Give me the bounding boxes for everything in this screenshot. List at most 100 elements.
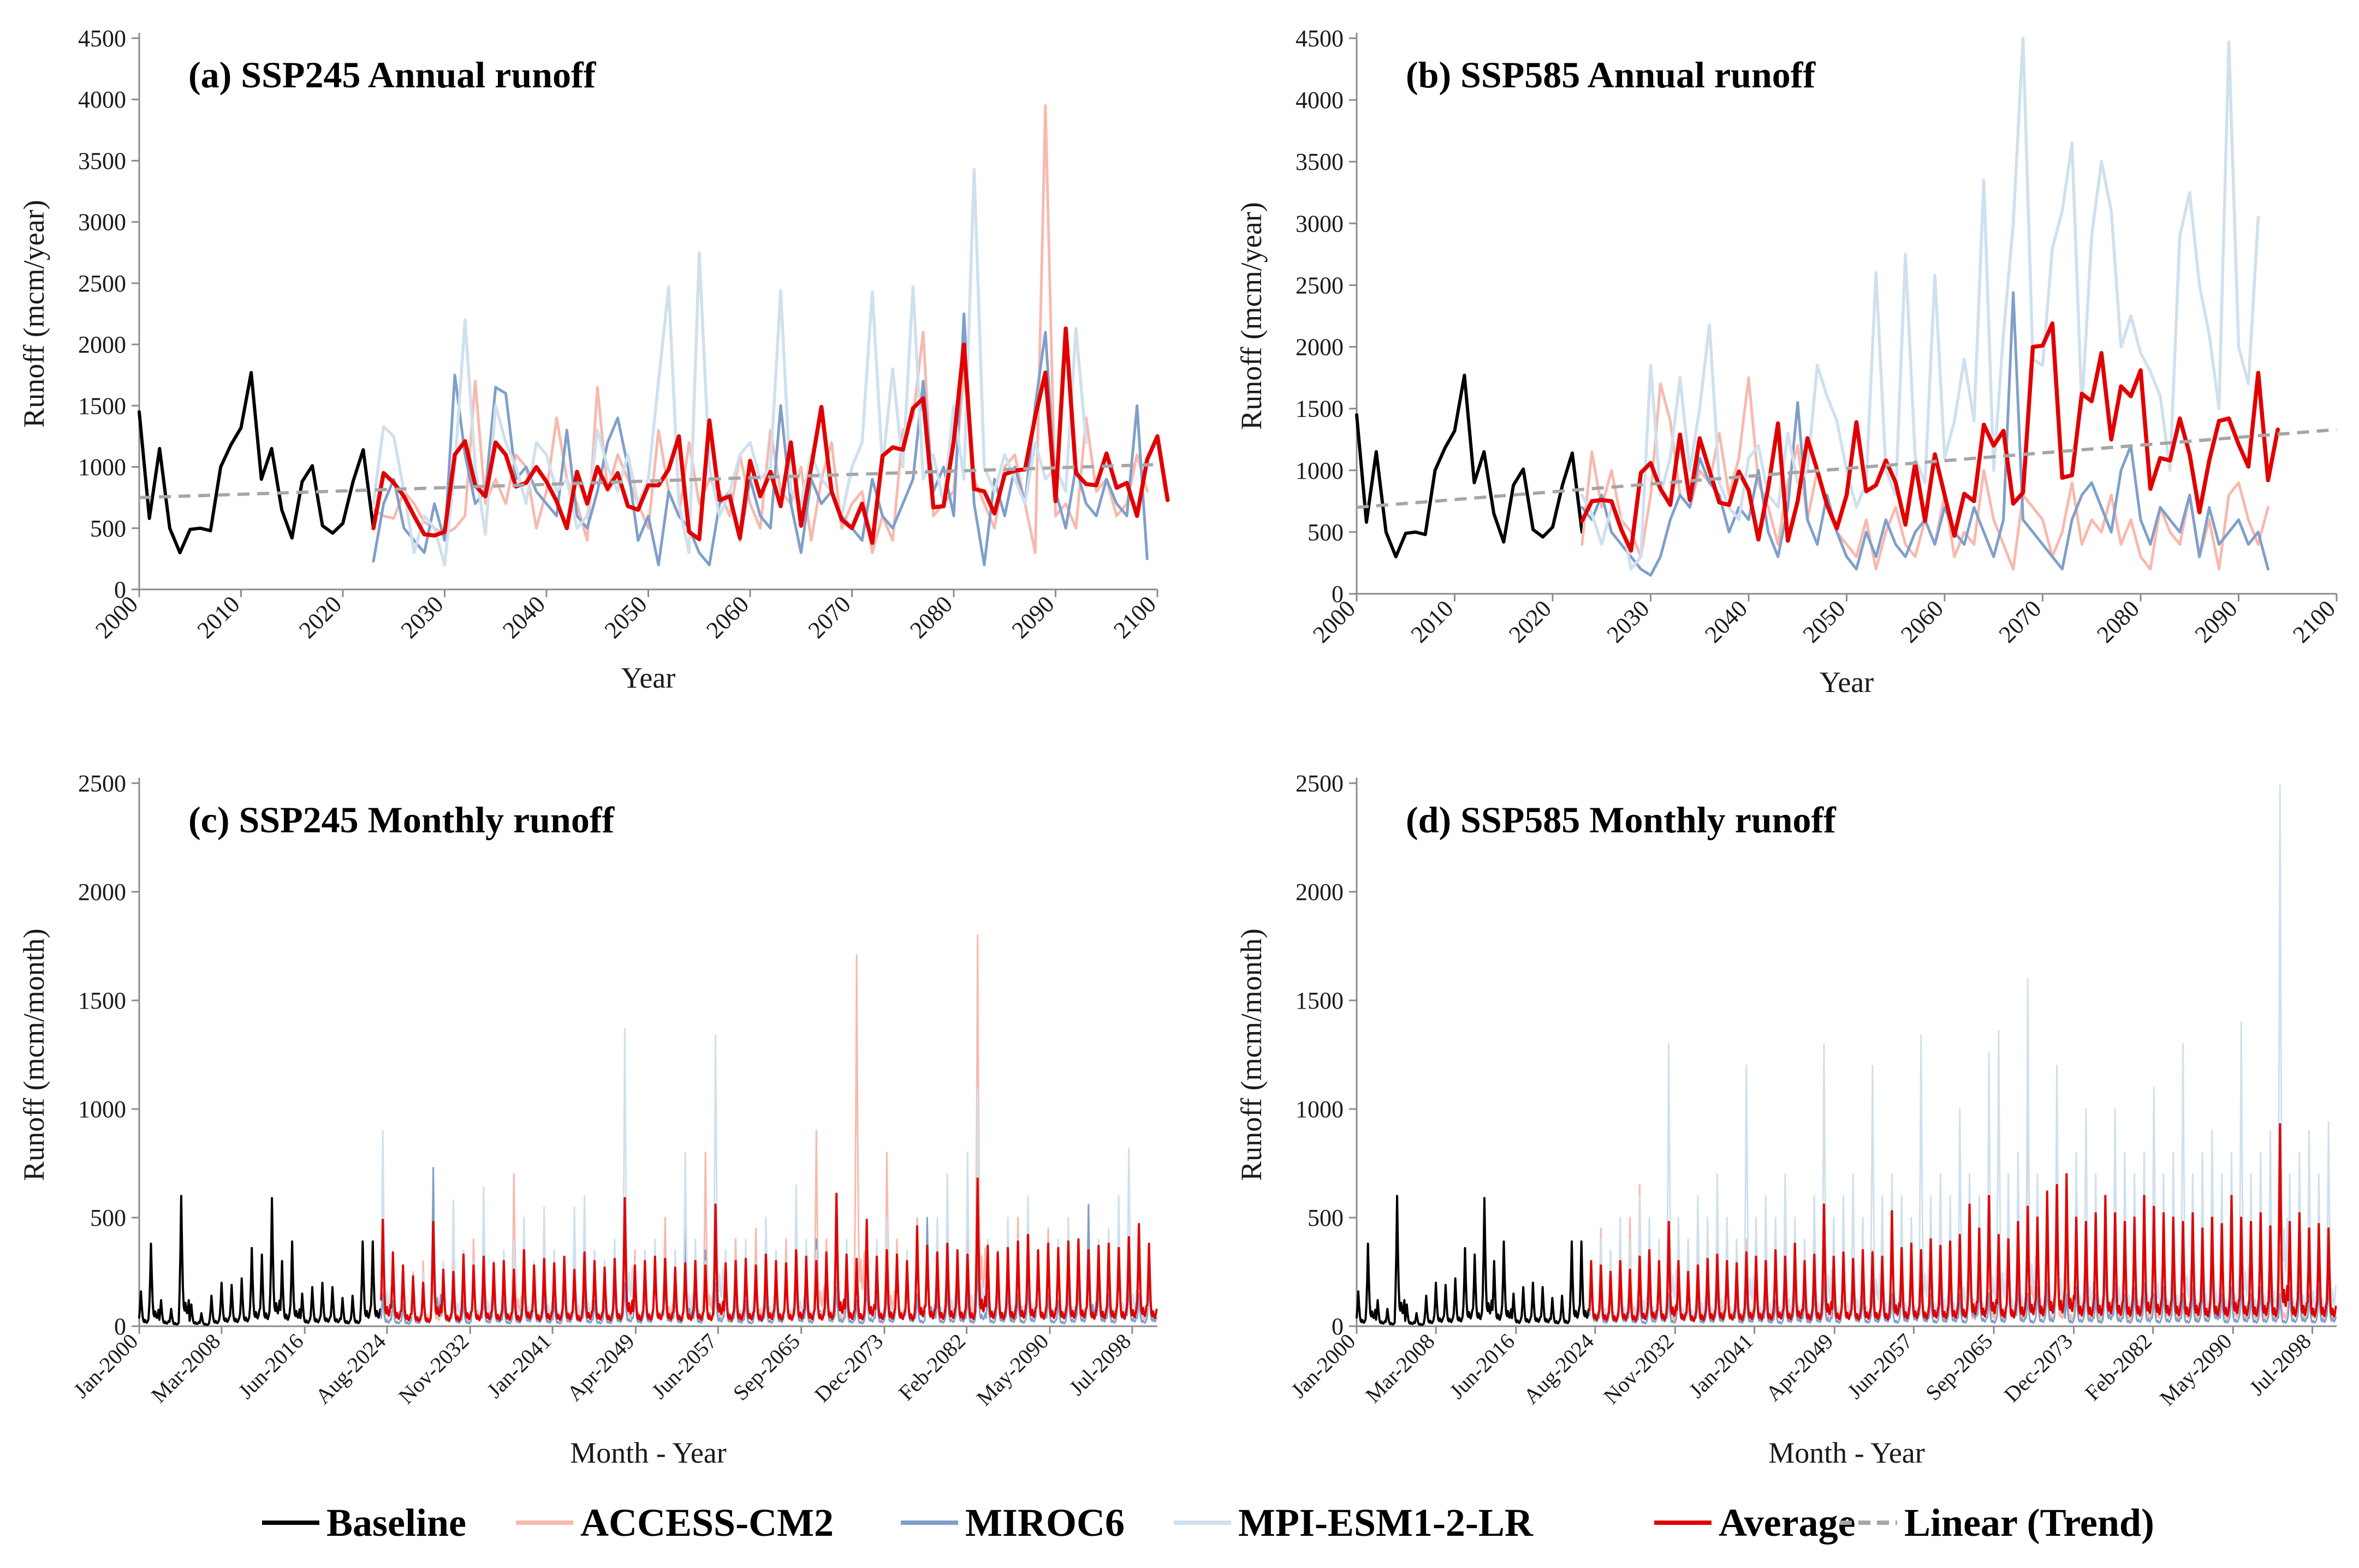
series-baseline — [1356, 1195, 1590, 1326]
x-tick-label: 2050 — [1798, 595, 1851, 648]
y-tick-label: 1500 — [78, 392, 126, 419]
y-tick-label: 1000 — [1296, 1096, 1344, 1123]
series-mpi-esm1-2-lr — [1589, 784, 2337, 1321]
x-tick-label: Jun-2016 — [233, 1329, 308, 1404]
y-tick-label: 2000 — [1296, 879, 1344, 905]
y-axis-title: Runoff (mcm/month) — [17, 928, 50, 1181]
series-access-cm2 — [380, 934, 1157, 1324]
series-average — [371, 326, 1170, 545]
x-tick-label: Dec-2073 — [810, 1329, 888, 1407]
x-tick-label: May-2090 — [2155, 1329, 2237, 1411]
y-tick-label: 4500 — [1296, 25, 1344, 52]
series-mpi-esm1-2-lr — [380, 1028, 1157, 1323]
y-tick-label: 3000 — [1296, 210, 1344, 237]
x-tick-label: May-2090 — [972, 1329, 1054, 1411]
y-tick-label: 3500 — [1296, 148, 1344, 175]
x-axis-title: Year — [1820, 666, 1874, 699]
x-tick-label: Feb-2082 — [894, 1329, 970, 1405]
x-tick-label: Mar-2008 — [146, 1329, 225, 1408]
x-tick-label: 2000 — [1308, 595, 1360, 648]
x-tick-label: Nov-2032 — [1599, 1329, 1679, 1409]
y-axis-title: Runoff (mcm/month) — [1235, 928, 1268, 1181]
x-tick-label: 2050 — [599, 591, 652, 643]
legend-label: ACCESS-CM2 — [580, 1501, 834, 1545]
panel-title: (b) SSP585 Annual runoff — [1406, 54, 1816, 96]
series-mpi-esm1-2-lr — [1580, 37, 2260, 571]
x-tick-label: 2100 — [1108, 591, 1161, 643]
x-axis-title: Year — [621, 661, 676, 694]
y-tick-label: 1500 — [1296, 396, 1344, 422]
y-tick-label: 500 — [1308, 1205, 1344, 1231]
panel-a-annual-ssp245: 0 500 1000 1500 2000 2500 3000 3500 4000 4500 2000… — [17, 25, 1170, 694]
x-tick-label: 2070 — [803, 591, 856, 643]
legend: Baseline ACCESS-CM2 MIROC6 MPI-ESM1-2-LR Ave… — [262, 1501, 2154, 1545]
series-miroc6 — [372, 312, 1149, 567]
x-tick-label: 2090 — [2190, 595, 2243, 648]
legend-label: Average — [1719, 1501, 1856, 1545]
x-tick-label: 2060 — [701, 591, 754, 643]
y-tick-label: 500 — [1308, 519, 1344, 546]
series-linear-trend — [139, 463, 1158, 499]
x-tick-label: Sep-2065 — [1921, 1329, 1997, 1405]
y-tick-label: 0 — [114, 1313, 126, 1340]
series-baseline — [138, 1195, 382, 1326]
y-tick-label: 1000 — [1296, 457, 1344, 484]
y-tick-label: 1000 — [78, 1096, 126, 1123]
x-tick-label: 2090 — [1007, 591, 1060, 643]
x-tick-label: 2030 — [1602, 595, 1655, 648]
x-tick-label: Jan-2000 — [1286, 1329, 1360, 1403]
x-tick-label: Apr-2049 — [562, 1329, 639, 1406]
y-tick-label: 0 — [1332, 1313, 1344, 1340]
x-tick-label: Jul-2098 — [1064, 1329, 1136, 1400]
y-tick-label: 2500 — [1296, 770, 1344, 797]
x-tick-label: Jan-2041 — [1684, 1329, 1758, 1403]
x-tick-label: 2010 — [1406, 595, 1459, 648]
x-tick-label: Jun-2057 — [1843, 1329, 1917, 1404]
series-average — [1588, 1123, 2337, 1322]
y-axis-title: Runoff (mcm/year) — [17, 200, 50, 427]
panel-title: (d) SSP585 Monthly runoff — [1406, 799, 1837, 840]
legend-label: MPI-ESM1-2-LR — [1238, 1501, 1534, 1545]
x-tick-label: 2080 — [2091, 595, 2144, 648]
y-tick-label: 2000 — [78, 331, 126, 358]
y-tick-label: 4000 — [78, 86, 126, 113]
x-tick-label: Jun-2016 — [1445, 1329, 1519, 1404]
x-tick-label: 2070 — [1994, 595, 2047, 648]
panel-title: (c) SSP245 Monthly runoff — [188, 799, 615, 840]
y-tick-label: 1000 — [78, 454, 126, 481]
y-tick-label: 500 — [90, 1205, 126, 1231]
x-tick-label: Aug-2024 — [311, 1329, 391, 1409]
x-axis-title: Month - Year — [1768, 1436, 1925, 1469]
x-tick-label: 2040 — [1700, 595, 1752, 648]
x-tick-label: Apr-2049 — [1761, 1329, 1838, 1406]
y-tick-label: 2000 — [78, 879, 126, 905]
x-tick-label: 2020 — [294, 591, 347, 643]
x-axis-title: Month - Year — [570, 1436, 727, 1469]
x-tick-label: 2100 — [2287, 595, 2340, 648]
series-baseline — [138, 371, 375, 555]
y-tick-label: 1500 — [1296, 987, 1344, 1014]
x-tick-label: Mar-2008 — [1360, 1329, 1439, 1408]
y-tick-label: 2500 — [78, 770, 126, 797]
y-tick-label: 4000 — [1296, 87, 1344, 114]
x-tick-label: Feb-2082 — [2080, 1329, 2156, 1405]
y-axis-title: Runoff (mcm/year) — [1235, 202, 1268, 430]
series-linear-trend — [1356, 428, 2337, 509]
y-tick-label: 500 — [90, 515, 126, 542]
y-tick-label: 0 — [114, 576, 126, 603]
legend-label: MIROC6 — [965, 1501, 1125, 1545]
x-tick-label: Nov-2032 — [394, 1329, 474, 1409]
x-tick-label: 2010 — [192, 591, 245, 643]
x-tick-label: 2060 — [1895, 595, 1948, 648]
x-tick-label: 2000 — [90, 591, 143, 643]
x-tick-label: Jun-2057 — [647, 1329, 722, 1404]
y-tick-label: 2500 — [78, 270, 126, 297]
y-tick-label: 3500 — [78, 147, 126, 174]
y-tick-label: 0 — [1332, 581, 1344, 607]
y-tick-label: 4500 — [78, 25, 126, 52]
x-tick-label: Jan-2041 — [482, 1329, 556, 1403]
y-tick-label: 2500 — [1296, 272, 1344, 299]
